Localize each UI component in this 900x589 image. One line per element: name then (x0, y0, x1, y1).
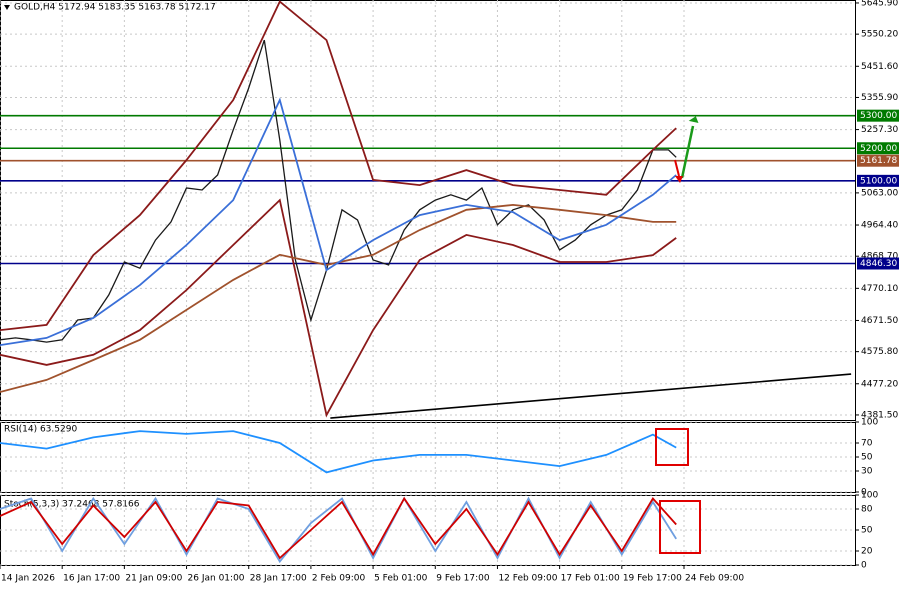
level-label-box (857, 257, 899, 270)
x-tick-label: 26 Jan 01:00 (188, 574, 245, 584)
x-tick-label: 2 Feb 09:00 (312, 574, 366, 584)
y-tick-label: 4964.40 (861, 221, 898, 231)
level-label: 4846.30 (860, 259, 897, 269)
rsi-title: RSI(14) 63.5290 (4, 425, 77, 435)
highlight-box (659, 500, 701, 554)
level-label-box (857, 154, 899, 167)
y-tick-label: 0 (861, 561, 867, 571)
y-tick-label: 5645.90 (861, 0, 898, 8)
y-tick-label: 4575.80 (861, 347, 898, 357)
y-tick-label: 4477.20 (861, 379, 898, 389)
y-tick-label: 30 (861, 467, 873, 477)
y-tick-label: 0 (861, 488, 867, 498)
y-tick-label: 5451.60 (861, 62, 898, 72)
up-arrow (680, 125, 695, 179)
series-line (0, 0, 677, 331)
highlight-box (655, 428, 689, 466)
series-line (0, 203, 677, 393)
x-tick-label: 28 Jan 17:00 (250, 574, 307, 584)
series-line (0, 97, 677, 346)
y-tick-label: 5550.20 (861, 30, 898, 40)
series-line (0, 430, 677, 474)
menu-icon (4, 5, 10, 10)
level-label: 5100.00 (860, 176, 897, 186)
x-tick-label: 16 Jan 17:00 (63, 574, 120, 584)
level-label-box (857, 109, 899, 122)
x-tick-label: 12 Feb 09:00 (498, 574, 557, 584)
y-tick-label: 4671.50 (861, 316, 898, 326)
series-line (0, 198, 677, 418)
y-tick-label: 100 (861, 491, 878, 501)
level-label: 5200.00 (860, 144, 897, 154)
y-tick-label: 5257.30 (861, 125, 898, 135)
y-tick-label: 80 (861, 505, 873, 515)
series-line (0, 496, 677, 560)
trend-line (330, 373, 852, 419)
x-tick-label: 14 Jan 2026 (1, 574, 55, 584)
down-arrow-head (675, 176, 683, 183)
y-tick-label: 5063.00 (861, 188, 898, 198)
level-label: 5161.78 (860, 156, 897, 166)
x-tick-label: 21 Jan 09:00 (125, 574, 182, 584)
x-tick-label: 9 Feb 17:00 (436, 574, 490, 584)
y-tick-label: 4770.10 (861, 284, 898, 294)
stoch-title: Stoch(5,3,3) 37.2468 57.8166 (4, 500, 140, 510)
y-tick-label: 4381.50 (861, 410, 898, 420)
y-tick-label: 70 (861, 439, 873, 449)
main-title: GOLD,H4 5172.94 5183.35 5163.78 5172.17 (14, 3, 216, 13)
y-tick-label: 50 (861, 453, 873, 463)
level-label-box (857, 174, 899, 187)
y-tick-label: 50 (861, 526, 873, 536)
level-label-box (857, 142, 899, 155)
x-tick-label: 19 Feb 17:00 (623, 574, 682, 584)
x-tick-label: 24 Feb 09:00 (685, 574, 744, 584)
y-tick-label: 5355.90 (861, 93, 898, 103)
up-arrow-head (688, 116, 699, 123)
y-tick-label: 4868.70 (861, 252, 898, 262)
y-tick-label: 20 (861, 547, 873, 557)
down-arrow (674, 159, 680, 177)
series-line (0, 39, 677, 343)
x-tick-label: 17 Feb 01:00 (561, 574, 620, 584)
level-label: 5300.00 (860, 111, 897, 121)
x-tick-label: 5 Feb 01:00 (374, 574, 428, 584)
y-tick-label: 100 (861, 418, 878, 428)
